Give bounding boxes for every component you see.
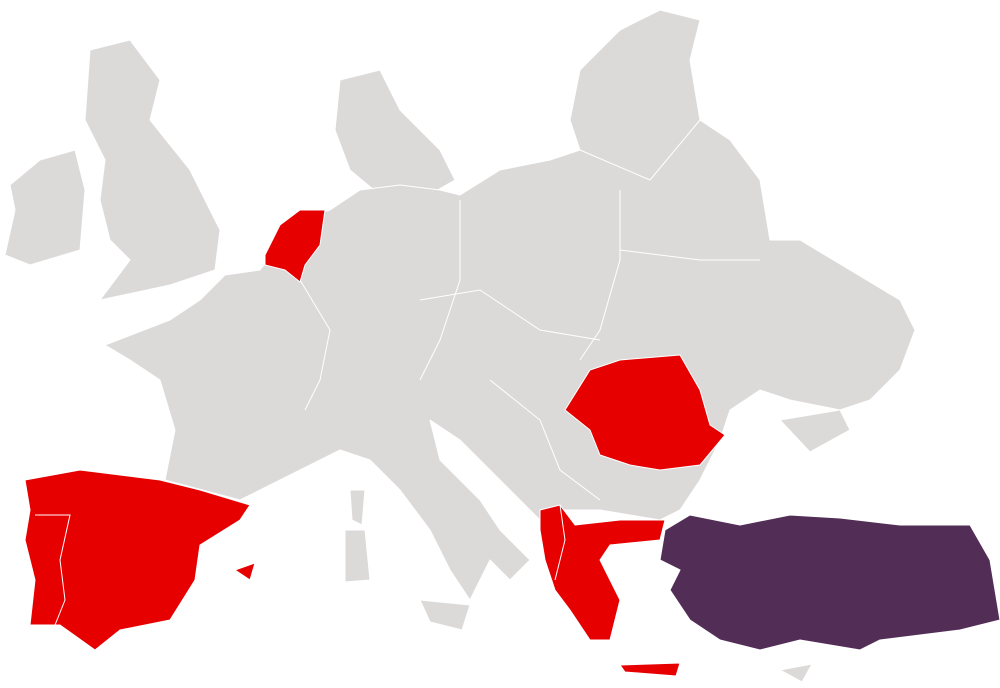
region-iberia[interactable] — [24, 469, 251, 651]
highlighted-regions — [24, 209, 1000, 677]
internal-borders — [419, 289, 601, 341]
region-corsica — [349, 489, 366, 526]
region-cyprus — [779, 663, 813, 683]
internal-borders — [419, 200, 461, 381]
region-sardinia — [344, 529, 371, 583]
internal-borders — [299, 279, 331, 411]
region-crimea — [779, 409, 851, 453]
region-greece-albania[interactable] — [539, 504, 666, 641]
region-scandinavia-south — [334, 69, 456, 201]
internal-borders — [579, 190, 621, 361]
region-great-britain — [84, 39, 221, 301]
region-romania[interactable] — [564, 354, 726, 471]
base-land — [4, 9, 916, 683]
internal-borders — [579, 119, 701, 181]
region-mainland — [104, 9, 916, 601]
region-ireland — [4, 149, 86, 266]
region-sicily — [419, 599, 471, 631]
portugal-spain-border — [35, 514, 71, 626]
internal-borders — [489, 379, 601, 501]
region-netherlands[interactable] — [264, 209, 326, 283]
internal-borders — [619, 249, 760, 261]
region-crete[interactable] — [619, 662, 681, 677]
region-turkey[interactable] — [659, 514, 1000, 651]
albania-greece-border — [554, 504, 566, 581]
region-balearic-islands[interactable] — [234, 562, 256, 581]
